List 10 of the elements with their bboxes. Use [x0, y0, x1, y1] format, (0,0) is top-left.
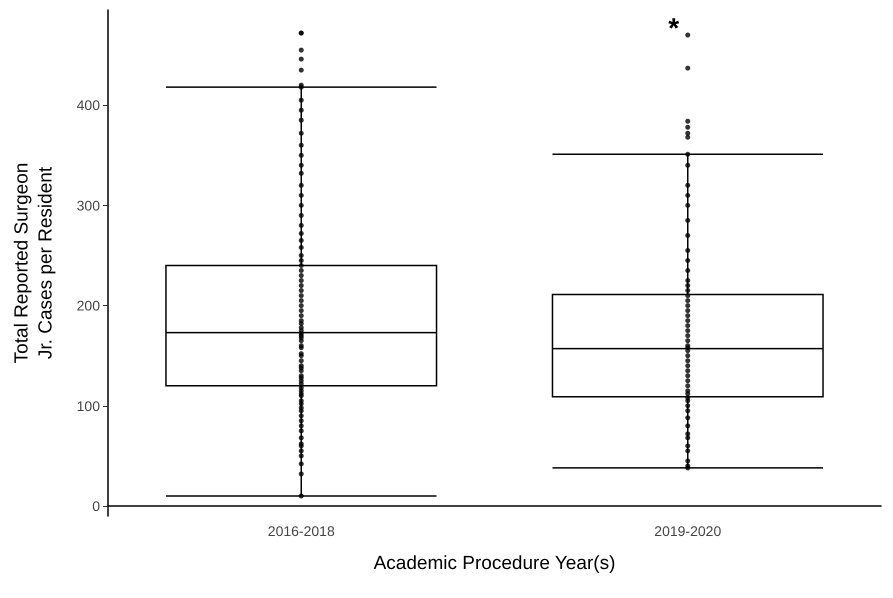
annotation: * [668, 12, 680, 44]
y-tick-label: 400 [76, 97, 100, 114]
x-tick-label: 2019-2020 [654, 523, 722, 539]
x-axis-title: Academic Procedure Year(s) [374, 553, 616, 574]
y-tick-label: 0 [92, 498, 100, 514]
y-tick-label: 200 [76, 298, 100, 314]
y-axis-title: Total Reported Surgeon Jr. Cases per Resident [12, 162, 56, 364]
y-tick-label: 100 [76, 398, 100, 414]
x-tick-label: 2016-2018 [268, 523, 335, 539]
y-tick-label: 300 [76, 197, 100, 214]
